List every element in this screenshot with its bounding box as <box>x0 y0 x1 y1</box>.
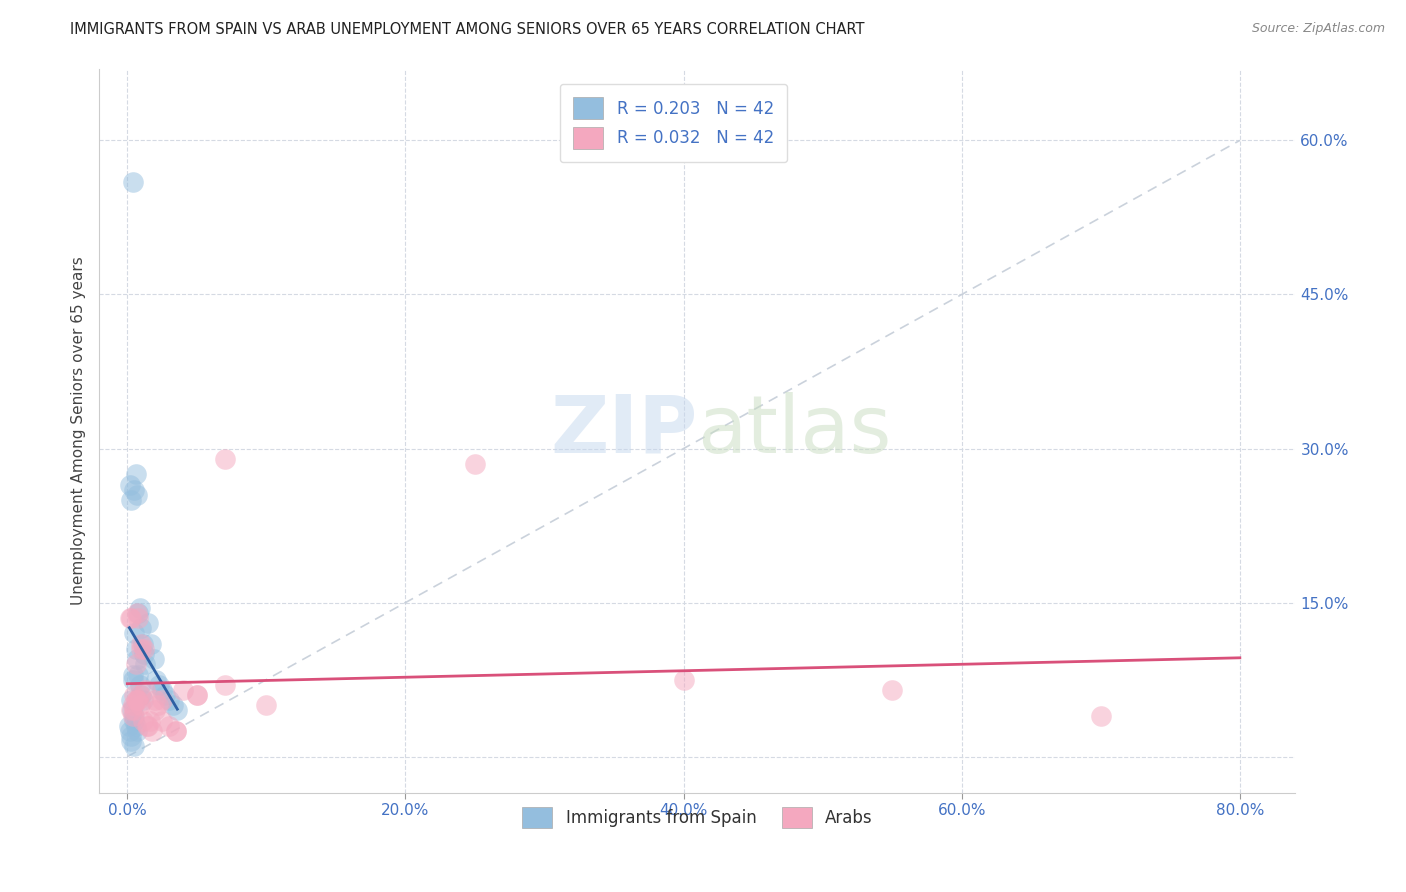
Point <box>150 682 173 697</box>
Point <box>672 673 695 687</box>
Point <box>131 693 153 707</box>
Point <box>124 719 146 733</box>
Point <box>122 688 145 702</box>
Point <box>138 714 160 728</box>
Point <box>139 637 162 651</box>
Point <box>118 611 141 625</box>
Point <box>157 719 180 733</box>
Point <box>120 611 142 625</box>
Point <box>118 477 141 491</box>
Point <box>121 667 143 681</box>
Point <box>124 467 146 482</box>
Point <box>254 698 277 713</box>
Point <box>1090 708 1112 723</box>
Point <box>136 616 159 631</box>
Point <box>132 647 155 661</box>
Text: IMMIGRANTS FROM SPAIN VS ARAB UNEMPLOYMENT AMONG SENIORS OVER 65 YEARS CORRELATI: IMMIGRANTS FROM SPAIN VS ARAB UNEMPLOYME… <box>70 22 865 37</box>
Point <box>157 693 180 707</box>
Point <box>127 611 149 625</box>
Point <box>122 739 145 754</box>
Point <box>128 600 150 615</box>
Point <box>125 693 148 707</box>
Point <box>150 693 173 707</box>
Point <box>122 483 145 497</box>
Point <box>122 708 145 723</box>
Text: ZIP: ZIP <box>550 392 697 469</box>
Legend: Immigrants from Spain, Arabs: Immigrants from Spain, Arabs <box>516 800 879 835</box>
Point <box>150 714 173 728</box>
Point <box>128 698 150 713</box>
Point <box>121 673 143 687</box>
Point <box>129 688 152 702</box>
Point <box>129 621 152 635</box>
Point <box>121 174 143 188</box>
Point <box>120 729 142 743</box>
Point <box>125 652 148 666</box>
Point <box>135 719 157 733</box>
Point <box>118 719 141 733</box>
Text: atlas: atlas <box>697 392 891 469</box>
Point <box>186 688 208 702</box>
Point <box>143 704 166 718</box>
Point <box>214 678 236 692</box>
Point <box>124 641 146 656</box>
Point <box>134 682 156 697</box>
Point <box>120 693 142 707</box>
Point <box>131 714 153 728</box>
Point <box>128 678 150 692</box>
Point <box>165 724 187 739</box>
Point <box>129 637 152 651</box>
Point <box>132 641 155 656</box>
Point <box>131 637 153 651</box>
Point <box>120 704 142 718</box>
Point <box>125 488 148 502</box>
Point <box>134 657 156 672</box>
Point <box>122 704 145 718</box>
Point <box>121 708 143 723</box>
Point <box>125 724 148 739</box>
Point <box>146 698 169 713</box>
Point <box>141 724 163 739</box>
Point <box>120 734 142 748</box>
Point <box>127 606 149 620</box>
Point <box>122 626 145 640</box>
Point <box>127 693 149 707</box>
Point <box>124 693 146 707</box>
Point <box>172 682 194 697</box>
Point <box>882 682 904 697</box>
Point <box>129 641 152 656</box>
Point <box>143 693 166 707</box>
Point <box>118 724 141 739</box>
Point <box>120 492 142 507</box>
Point <box>127 667 149 681</box>
Point <box>166 704 188 718</box>
Y-axis label: Unemployment Among Seniors over 65 years: Unemployment Among Seniors over 65 years <box>72 256 86 605</box>
Point <box>165 724 187 739</box>
Point <box>145 673 167 687</box>
Point <box>214 451 236 466</box>
Point <box>153 688 176 702</box>
Point <box>162 698 184 713</box>
Point <box>128 688 150 702</box>
Point <box>124 657 146 672</box>
Point <box>121 704 143 718</box>
Point <box>464 457 486 471</box>
Text: Source: ZipAtlas.com: Source: ZipAtlas.com <box>1251 22 1385 36</box>
Point <box>125 606 148 620</box>
Point <box>186 688 208 702</box>
Point <box>122 714 145 728</box>
Point <box>142 652 165 666</box>
Point <box>121 698 143 713</box>
Point <box>136 719 159 733</box>
Point <box>148 678 170 692</box>
